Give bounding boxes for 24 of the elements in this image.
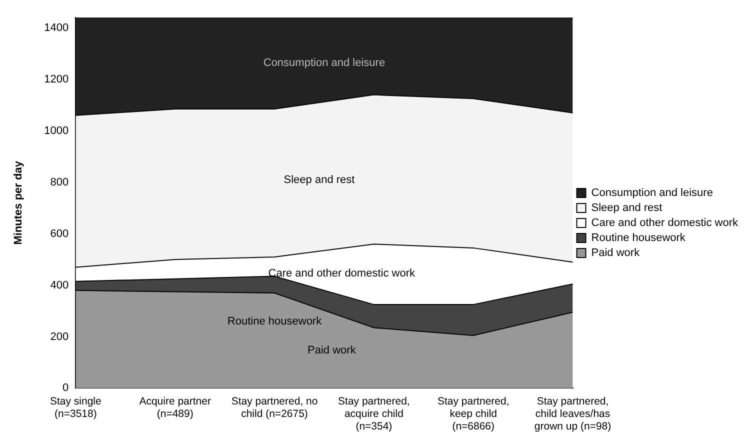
y-tick-label: 1000 — [44, 124, 69, 137]
legend-label: Routine housework — [591, 232, 686, 244]
y-tick-label: 600 — [50, 228, 69, 240]
legend-label: Consumption and leisure — [591, 187, 713, 200]
x-tick-label: Stay partnered, keep child (n=6866) — [437, 395, 510, 433]
y-tick-label: 0 — [62, 382, 69, 394]
x-tick-label: Stay partnered, no child (n=2675) — [231, 395, 318, 420]
legend-label: Sleep and rest — [591, 202, 662, 214]
annotation: Care and other domestic work — [268, 267, 416, 280]
annotation: Routine housework — [227, 316, 322, 328]
y-axis-title: Minutes per day — [12, 160, 25, 245]
legend-label: Care and other domestic work — [591, 217, 738, 230]
annotation: Paid work — [308, 344, 356, 356]
y-tick-label: 800 — [50, 176, 69, 188]
y-tick-label: 200 — [50, 330, 69, 343]
y-tick-label: 1200 — [44, 73, 69, 86]
x-tick-label: Stay single (n=3518) — [50, 395, 102, 420]
x-tick-label: Stay partnered, acquire child (n=354) — [338, 395, 410, 433]
x-tick-label: Acquire partner (n=489) — [139, 395, 212, 420]
annotation: Sleep and rest — [284, 174, 355, 186]
y-tick-label: 400 — [50, 279, 69, 292]
x-tick-label: Stay partnered, child leaves/has grown up (n=98) — [534, 395, 612, 433]
y-tick-label: 1400 — [44, 22, 69, 34]
legend-label: Paid work — [591, 247, 640, 260]
